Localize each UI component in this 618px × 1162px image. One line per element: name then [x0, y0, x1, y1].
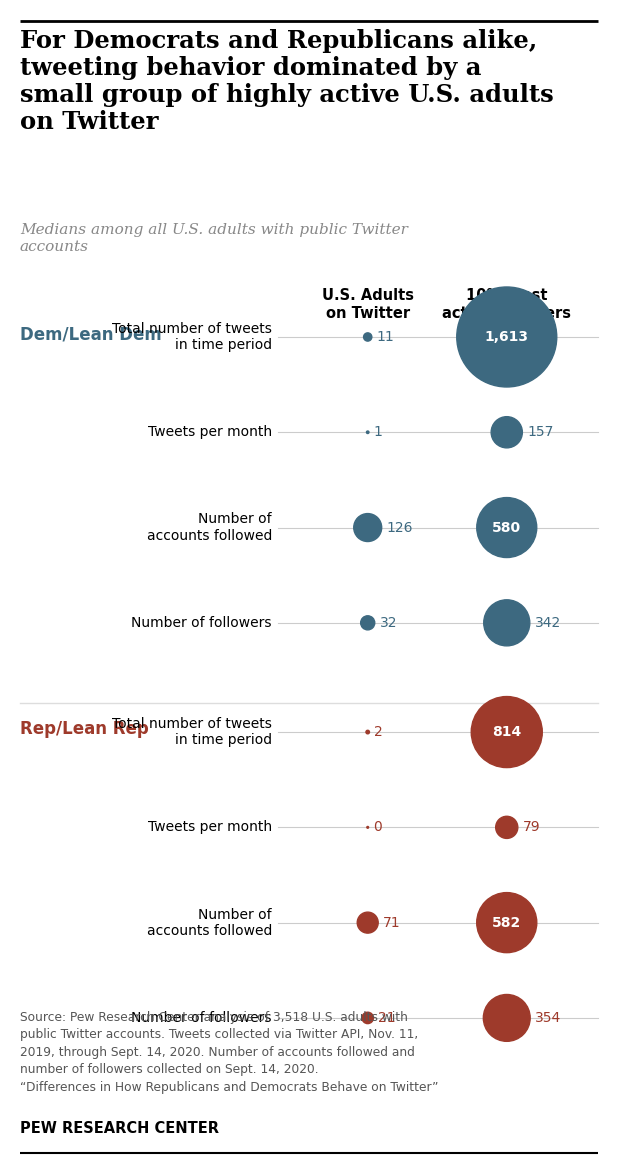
Text: Total number of tweets
in time period: Total number of tweets in time period	[112, 322, 272, 352]
Text: 157: 157	[527, 425, 554, 439]
Text: Number of
accounts followed: Number of accounts followed	[146, 908, 272, 938]
Text: 1,613: 1,613	[485, 330, 529, 344]
Text: 814: 814	[492, 725, 522, 739]
Text: 582: 582	[492, 916, 522, 930]
Text: 11: 11	[377, 330, 394, 344]
Ellipse shape	[353, 514, 382, 541]
Text: 10% most
active tweeters: 10% most active tweeters	[442, 288, 571, 321]
Text: 126: 126	[387, 521, 413, 535]
Text: 71: 71	[383, 916, 400, 930]
Text: Number of
accounts followed: Number of accounts followed	[146, 512, 272, 543]
Ellipse shape	[361, 616, 375, 630]
Text: Rep/Lean Rep: Rep/Lean Rep	[20, 720, 148, 738]
Text: 32: 32	[379, 616, 397, 630]
Text: Source: Pew Research Center analysis of 3,518 U.S. adults with
public Twitter ac: Source: Pew Research Center analysis of …	[20, 1011, 438, 1093]
Text: 580: 580	[492, 521, 522, 535]
Ellipse shape	[476, 497, 537, 558]
Text: Medians among all U.S. adults with public Twitter
accounts: Medians among all U.S. adults with publi…	[20, 223, 408, 254]
Text: 342: 342	[535, 616, 561, 630]
Ellipse shape	[457, 287, 557, 387]
Ellipse shape	[366, 730, 370, 734]
Text: Number of followers: Number of followers	[132, 616, 272, 630]
Text: 1: 1	[374, 425, 383, 439]
Ellipse shape	[357, 912, 378, 933]
Ellipse shape	[496, 816, 518, 839]
Ellipse shape	[366, 431, 369, 433]
Text: Total number of tweets
in time period: Total number of tweets in time period	[112, 717, 272, 747]
Ellipse shape	[476, 892, 537, 953]
Text: Tweets per month: Tweets per month	[148, 820, 272, 834]
Text: 354: 354	[535, 1011, 561, 1025]
Ellipse shape	[472, 696, 542, 768]
Text: 21: 21	[378, 1011, 396, 1025]
Text: U.S. Adults
on Twitter: U.S. Adults on Twitter	[322, 288, 413, 321]
Text: Dem/Lean Dem: Dem/Lean Dem	[20, 325, 161, 343]
Text: 79: 79	[523, 820, 540, 834]
Text: Number of followers: Number of followers	[132, 1011, 272, 1025]
Text: For Democrats and Republicans alike,
tweeting behavior dominated by a
small grou: For Democrats and Republicans alike, twe…	[20, 29, 554, 134]
Ellipse shape	[491, 417, 522, 447]
Ellipse shape	[483, 995, 530, 1041]
Ellipse shape	[363, 332, 372, 342]
Text: PEW RESEARCH CENTER: PEW RESEARCH CENTER	[20, 1121, 219, 1136]
Ellipse shape	[484, 600, 530, 646]
Text: 0: 0	[373, 820, 383, 834]
Text: Tweets per month: Tweets per month	[148, 425, 272, 439]
Ellipse shape	[367, 826, 368, 829]
Text: 2: 2	[375, 725, 383, 739]
Ellipse shape	[362, 1012, 373, 1024]
